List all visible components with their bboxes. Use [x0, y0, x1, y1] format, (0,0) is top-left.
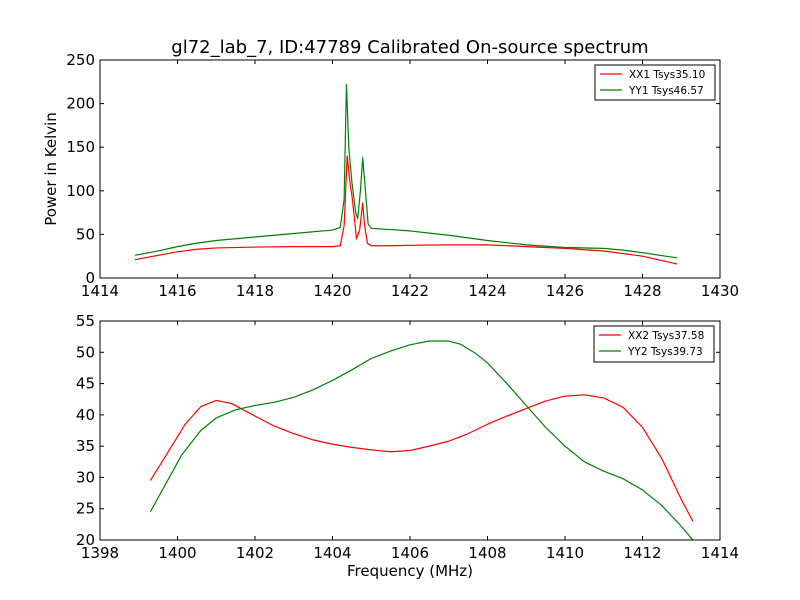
y-tick-label: 45 [76, 375, 95, 393]
series-line-2-2 [149, 340, 694, 540]
x-tick-label: 1414 [81, 282, 119, 300]
x-axis-label: Frequency (MHz) [347, 562, 473, 580]
x-tick-label: 1408 [468, 544, 506, 562]
y-tick-label: 35 [76, 437, 95, 455]
x-tick-label: 1430 [701, 282, 739, 300]
y-tick-label: 50 [76, 343, 95, 361]
x-tick-label: 1410 [546, 544, 584, 562]
legend-box [593, 325, 715, 363]
y-tick-label: 250 [66, 51, 95, 69]
x-tick-label: 1406 [391, 544, 429, 562]
legend-label: YY1 Tsys46.57 [628, 85, 704, 97]
x-tick-label: 1424 [468, 282, 506, 300]
legend-box [594, 64, 716, 101]
legend-2: XX2 Tsys37.58 YY2 Tsys39.73 [593, 325, 715, 363]
x-tick-label: 1426 [546, 282, 584, 300]
legend-1: XX1 Tsys35.10 YY1 Tsys46.57 [594, 64, 716, 101]
y-tick-label: 100 [66, 182, 95, 200]
y-axis-label: Power in Kelvin [42, 112, 60, 226]
y-tick-label: 0 [85, 269, 95, 287]
x-tick-label: 1428 [623, 282, 661, 300]
x-tick-label: 1414 [701, 544, 739, 562]
y-tick-label: 30 [76, 468, 95, 486]
x-tick-label: 1404 [313, 544, 351, 562]
y-tick-label: 50 [76, 225, 95, 243]
bottom-plot: 1398 1400 1402 1404 1406 1408 1410 1412 1414 20 25… [76, 312, 739, 580]
x-tick-label: 1422 [391, 282, 429, 300]
y-tick-label: 200 [66, 95, 95, 113]
x-tick-label: 1418 [236, 282, 274, 300]
x-tick-label: 1416 [158, 282, 196, 300]
x-tick-label: 1412 [623, 544, 661, 562]
series-line-1-1 [134, 155, 678, 265]
y-tick-label: 55 [76, 312, 95, 330]
top-plot: 1414 1416 1418 1420 1422 1424 1426 1428 1430 0 50 1… [42, 51, 739, 300]
legend-label: XX1 Tsys35.10 [629, 69, 705, 81]
x-tick-label: 1400 [158, 544, 196, 562]
y-tick-label: 150 [66, 138, 95, 156]
legend-label: YY2 Tsys39.73 [627, 346, 703, 358]
figure-title: gl72_lab_7, ID:47789 Calibrated On-sourc… [171, 37, 648, 58]
x-tick-label: 1398 [81, 544, 119, 562]
y-tick-label: 40 [76, 406, 95, 424]
y-tick-label: 20 [76, 531, 95, 549]
series-line-2-1 [149, 394, 694, 522]
legend-label: XX2 Tsys37.58 [628, 330, 704, 342]
series-line-1-2 [134, 83, 678, 259]
x-tick-label: 1420 [313, 282, 351, 300]
y-tick-label: 25 [76, 500, 95, 518]
x-tick-label: 1402 [236, 544, 274, 562]
